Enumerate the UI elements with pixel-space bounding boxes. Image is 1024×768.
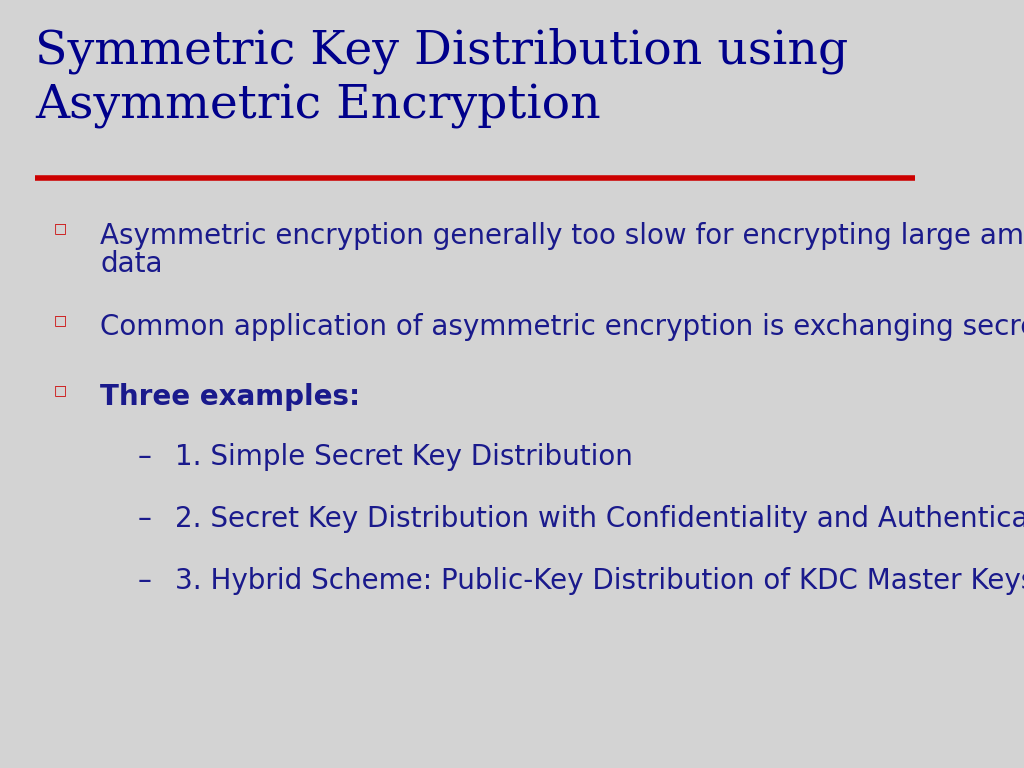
Text: Three examples:: Three examples: [100, 383, 360, 411]
Text: –: – [138, 443, 152, 471]
Text: –: – [138, 567, 152, 595]
Text: □: □ [53, 221, 67, 235]
Text: –: – [138, 505, 152, 533]
Text: 2. Secret Key Distribution with Confidentiality and Authentication: 2. Secret Key Distribution with Confiden… [175, 505, 1024, 533]
Text: Symmetric Key Distribution using
Asymmetric Encryption: Symmetric Key Distribution using Asymmet… [35, 28, 848, 129]
Text: Common application of asymmetric encryption is exchanging secret keys: Common application of asymmetric encrypt… [100, 313, 1024, 341]
Text: □: □ [53, 313, 67, 327]
Text: data: data [100, 250, 163, 278]
Text: Asymmetric encryption generally too slow for encrypting large amount of: Asymmetric encryption generally too slow… [100, 222, 1024, 250]
Text: □: □ [53, 383, 67, 397]
Text: 1. Simple Secret Key Distribution: 1. Simple Secret Key Distribution [175, 443, 633, 471]
Text: 3. Hybrid Scheme: Public-Key Distribution of KDC Master Keys: 3. Hybrid Scheme: Public-Key Distributio… [175, 567, 1024, 595]
